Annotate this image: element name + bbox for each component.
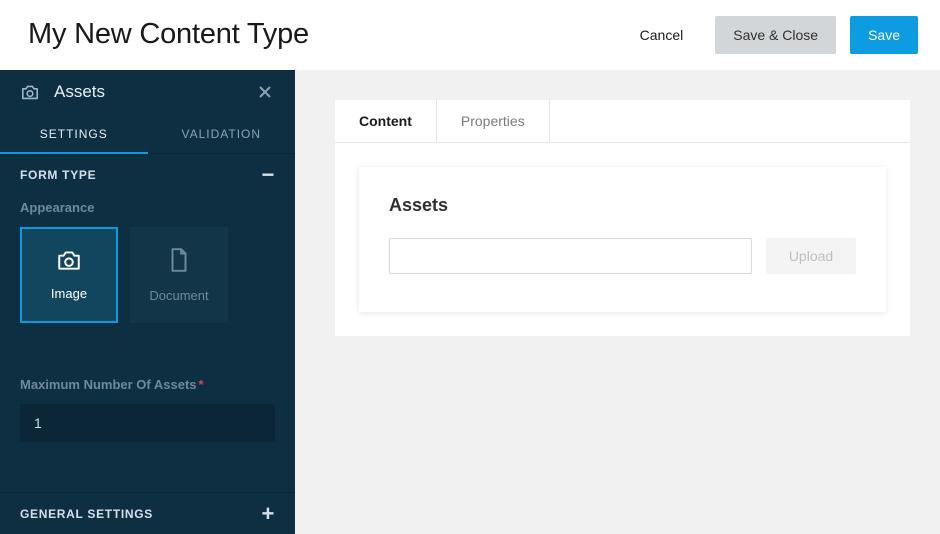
assets-card: Assets Upload bbox=[359, 167, 886, 312]
panel-tabs: SETTINGS VALIDATION bbox=[0, 114, 295, 154]
section-general-settings: GENERAL SETTINGS + bbox=[0, 492, 295, 534]
max-assets-label: Maximum Number Of Assets* bbox=[20, 377, 275, 392]
appearance-option-document[interactable]: Document bbox=[130, 227, 228, 323]
section-general-settings-toggle[interactable]: GENERAL SETTINGS + bbox=[0, 492, 295, 534]
plus-icon: + bbox=[261, 503, 275, 525]
section-form-type: FORM TYPE − Appearance Image bbox=[0, 154, 295, 466]
appearance-option-document-label: Document bbox=[149, 288, 208, 303]
section-form-type-toggle[interactable]: FORM TYPE − bbox=[0, 154, 295, 196]
page-title: My New Content Type bbox=[28, 18, 622, 51]
appearance-option-image[interactable]: Image bbox=[20, 227, 118, 323]
required-indicator: * bbox=[199, 377, 204, 392]
tab-settings[interactable]: SETTINGS bbox=[0, 114, 148, 153]
appearance-option-image-label: Image bbox=[51, 286, 87, 301]
upload-button[interactable]: Upload bbox=[766, 238, 856, 274]
save-close-button[interactable]: Save & Close bbox=[715, 16, 836, 54]
save-button[interactable]: Save bbox=[850, 16, 918, 54]
panel-title: Assets bbox=[44, 82, 255, 102]
content-container: Content Properties Assets Upload bbox=[335, 100, 910, 336]
cancel-button[interactable]: Cancel bbox=[622, 16, 702, 54]
assets-input[interactable] bbox=[389, 238, 752, 274]
header-actions: Cancel Save & Close Save bbox=[622, 16, 918, 54]
appearance-options: Image Document bbox=[20, 227, 275, 323]
close-icon[interactable] bbox=[255, 82, 275, 102]
tab-content[interactable]: Content bbox=[335, 100, 437, 142]
settings-panel: Assets SETTINGS VALIDATION FORM TYPE − A… bbox=[0, 70, 295, 534]
camera-icon bbox=[20, 84, 44, 100]
document-icon bbox=[168, 247, 190, 276]
max-assets-input[interactable] bbox=[20, 404, 275, 442]
main-tabs: Content Properties bbox=[335, 100, 910, 143]
top-bar: My New Content Type Cancel Save & Close … bbox=[0, 0, 940, 70]
section-general-settings-label: GENERAL SETTINGS bbox=[20, 507, 261, 521]
assets-card-title: Assets bbox=[389, 195, 856, 216]
panel-header: Assets bbox=[0, 70, 295, 114]
minus-icon: − bbox=[261, 164, 275, 186]
camera-icon bbox=[56, 249, 82, 274]
appearance-label: Appearance bbox=[20, 200, 275, 215]
section-form-type-label: FORM TYPE bbox=[20, 168, 261, 182]
tab-properties[interactable]: Properties bbox=[437, 100, 550, 142]
main-area: Content Properties Assets Upload bbox=[295, 70, 940, 534]
tab-validation[interactable]: VALIDATION bbox=[148, 114, 296, 153]
